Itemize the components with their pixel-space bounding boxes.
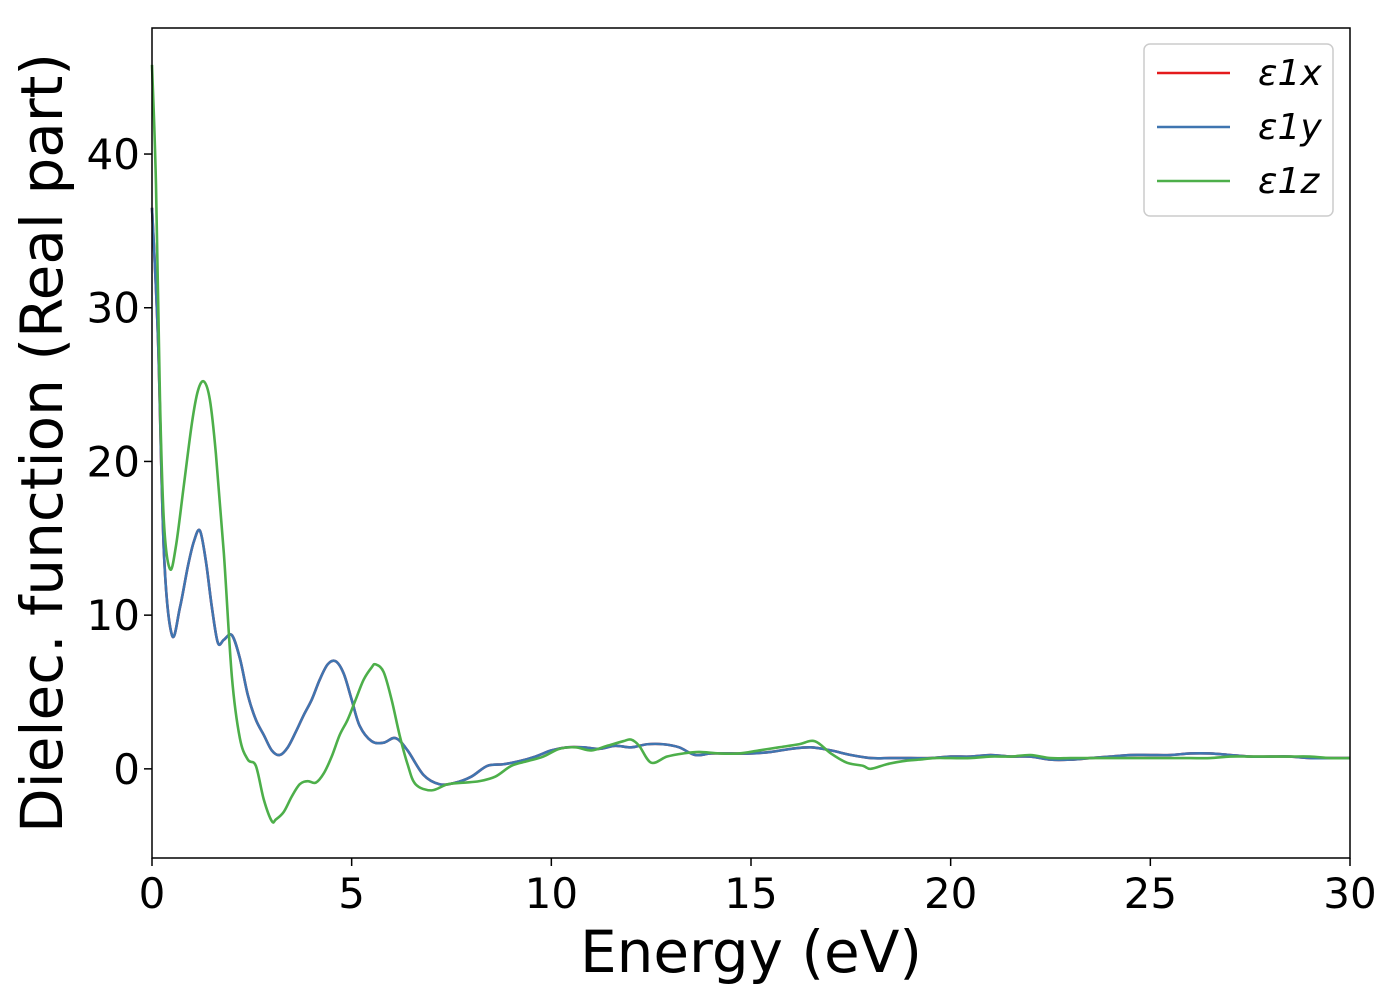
y-tick-label: 0 [113, 745, 140, 794]
legend-label-e1y: ε1y [1258, 107, 1322, 148]
x-axis-label: Energy (eV) [580, 918, 922, 986]
x-tick-label: 0 [139, 869, 166, 918]
x-axis-ticks: 0 5 10 15 20 25 30 [139, 858, 1377, 918]
x-tick-label: 30 [1323, 869, 1376, 918]
x-tick-label: 10 [525, 869, 578, 918]
x-tick-label: 25 [1124, 869, 1177, 918]
legend: ε1x ε1y ε1z [1143, 43, 1334, 217]
y-tick-label: 30 [87, 284, 140, 333]
series-layer [150, 64, 1351, 824]
legend-box [1143, 43, 1334, 217]
y-tick-label: 40 [87, 130, 140, 179]
legend-label-e1x: ε1x [1258, 53, 1322, 94]
series-line-e1y [150, 207, 1350, 787]
x-tick-label: 15 [724, 869, 777, 918]
y-axis-label: Dielec. function (Real part) [8, 53, 76, 833]
y-tick-label: 20 [87, 437, 140, 486]
y-axis-ticks: 0 10 20 30 40 [87, 130, 152, 794]
series-line-e1z [150, 64, 1351, 824]
x-tick-label: 5 [338, 869, 365, 918]
y-tick-label: 10 [87, 591, 140, 640]
legend-label-e1z: ε1z [1258, 161, 1320, 202]
x-tick-label: 20 [924, 869, 977, 918]
series-line-e1x [150, 207, 1350, 787]
